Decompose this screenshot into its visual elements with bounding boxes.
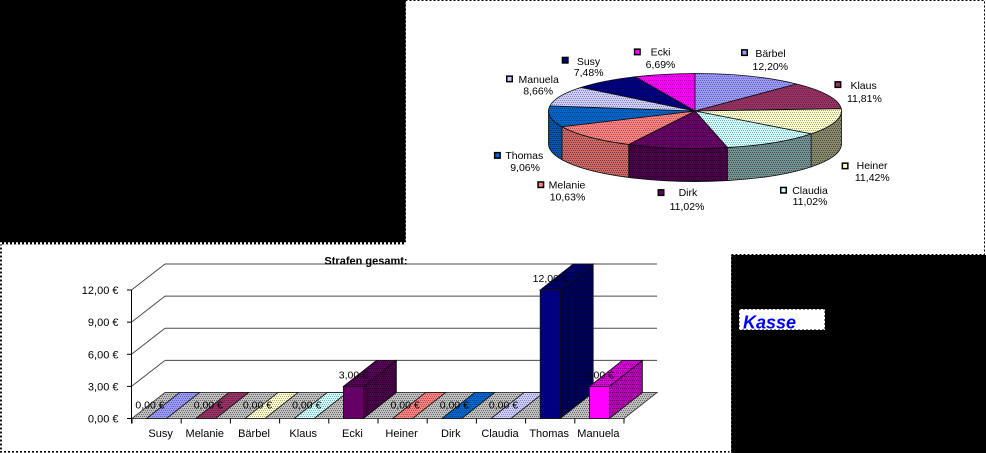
svg-text:Dirk: Dirk [679, 187, 698, 199]
svg-text:0,00 €: 0,00 € [135, 400, 164, 412]
svg-text:Thomas: Thomas [529, 428, 569, 440]
svg-text:12,00 €: 12,00 € [533, 273, 568, 285]
svg-text:10,63%: 10,63% [550, 192, 586, 204]
svg-text:11,42%: 11,42% [855, 172, 890, 184]
svg-text:Bärbel: Bärbel [238, 428, 270, 440]
svg-text:Ecki: Ecki [342, 428, 363, 440]
svg-text:0,00 €: 0,00 € [194, 400, 223, 412]
svg-text:Dirk: Dirk [441, 428, 461, 440]
svg-text:Klaus: Klaus [850, 80, 876, 92]
svg-text:0,00 €: 0,00 € [243, 400, 272, 412]
svg-text:9,00 €: 9,00 € [88, 317, 119, 329]
svg-text:6,69%: 6,69% [646, 59, 676, 71]
svg-text:3,00 €: 3,00 € [585, 370, 614, 382]
svg-text:Susy: Susy [148, 428, 173, 440]
svg-text:3,00 €: 3,00 € [88, 381, 119, 393]
svg-text:8,66%: 8,66% [523, 86, 553, 98]
svg-text:7,48%: 7,48% [574, 67, 604, 79]
svg-text:Strafen gesamt:: Strafen gesamt: [324, 256, 407, 268]
svg-text:Claudia: Claudia [481, 428, 519, 440]
svg-text:Susy: Susy [577, 56, 601, 68]
svg-text:Melanie: Melanie [549, 180, 586, 192]
svg-text:0,00 €: 0,00 € [88, 414, 119, 426]
svg-text:9,06%: 9,06% [510, 162, 540, 174]
svg-text:Klaus: Klaus [289, 428, 317, 440]
svg-text:0,00 €: 0,00 € [440, 400, 469, 412]
svg-text:Heiner: Heiner [385, 428, 418, 440]
svg-text:12,00 €: 12,00 € [82, 285, 119, 297]
svg-text:3,00 €: 3,00 € [339, 370, 368, 382]
svg-text:6,00 €: 6,00 € [88, 349, 119, 361]
svg-text:Ecki: Ecki [651, 47, 671, 59]
svg-text:Kasse: Kasse [743, 313, 796, 333]
svg-text:Thomas: Thomas [505, 150, 543, 162]
svg-text:Heiner: Heiner [857, 160, 888, 172]
svg-text:11,02%: 11,02% [670, 201, 705, 213]
svg-text:Bärbel: Bärbel [755, 48, 785, 60]
svg-text:Claudia: Claudia [792, 185, 828, 197]
svg-text:Melanie: Melanie [186, 428, 225, 440]
svg-text:Manuela: Manuela [577, 428, 620, 440]
svg-text:0,00 €: 0,00 € [292, 400, 321, 412]
svg-text:12,20%: 12,20% [752, 61, 788, 73]
svg-text:Manuela: Manuela [519, 74, 559, 86]
svg-text:0,00 €: 0,00 € [489, 400, 518, 412]
svg-text:0,00 €: 0,00 € [390, 400, 419, 412]
svg-text:11,81%: 11,81% [847, 93, 882, 105]
svg-text:11,02%: 11,02% [793, 196, 828, 208]
